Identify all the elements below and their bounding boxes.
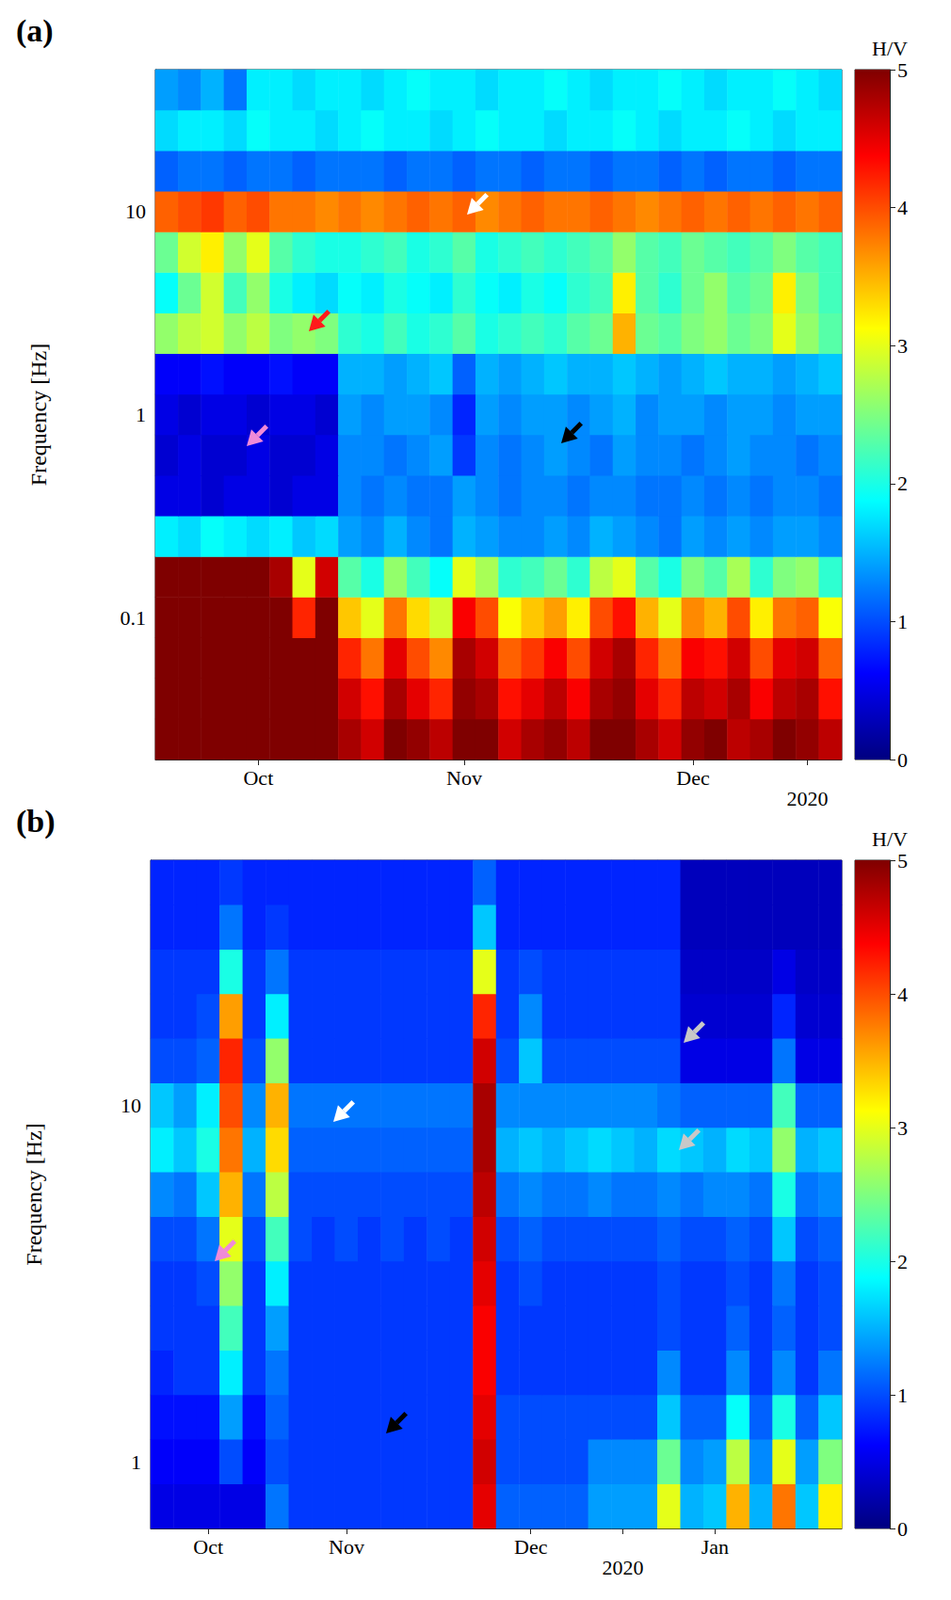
svg-text:3: 3 — [897, 1116, 908, 1141]
svg-text:5: 5 — [897, 849, 908, 873]
svg-text:Nov: Nov — [446, 766, 483, 790]
svg-text:Frequency [Hz]: Frequency [Hz] — [21, 1123, 47, 1266]
svg-text:2: 2 — [897, 1250, 908, 1274]
svg-text:1: 1 — [897, 1384, 908, 1408]
svg-text:Dec: Dec — [676, 766, 710, 790]
svg-text:10: 10 — [125, 199, 146, 224]
svg-text:Jan: Jan — [701, 1535, 729, 1560]
svg-text:1: 1 — [897, 610, 908, 634]
svg-text:3: 3 — [897, 334, 908, 358]
svg-text:Oct: Oct — [242, 766, 274, 790]
svg-text:2: 2 — [897, 471, 908, 496]
svg-text:Oct: Oct — [193, 1535, 224, 1560]
svg-text:Nov: Nov — [328, 1535, 365, 1560]
svg-text:1: 1 — [130, 1450, 142, 1475]
svg-text:5: 5 — [897, 58, 908, 82]
svg-text:1: 1 — [135, 402, 146, 427]
svg-text:4: 4 — [897, 983, 908, 1007]
svg-text:10: 10 — [120, 1094, 142, 1118]
svg-text:H/V: H/V — [871, 36, 908, 61]
svg-text:2020: 2020 — [787, 787, 829, 811]
svg-text:(a): (a) — [16, 13, 54, 49]
svg-text:0: 0 — [897, 1517, 908, 1542]
svg-text:2020: 2020 — [602, 1556, 645, 1580]
svg-text:Frequency [Hz]: Frequency [Hz] — [26, 343, 51, 486]
svg-text:H/V: H/V — [871, 827, 908, 852]
svg-text:0: 0 — [897, 748, 908, 773]
svg-text:Dec: Dec — [514, 1535, 549, 1560]
svg-text:0.1: 0.1 — [120, 606, 147, 630]
svg-text:(b): (b) — [16, 804, 56, 840]
svg-text:4: 4 — [897, 195, 908, 220]
